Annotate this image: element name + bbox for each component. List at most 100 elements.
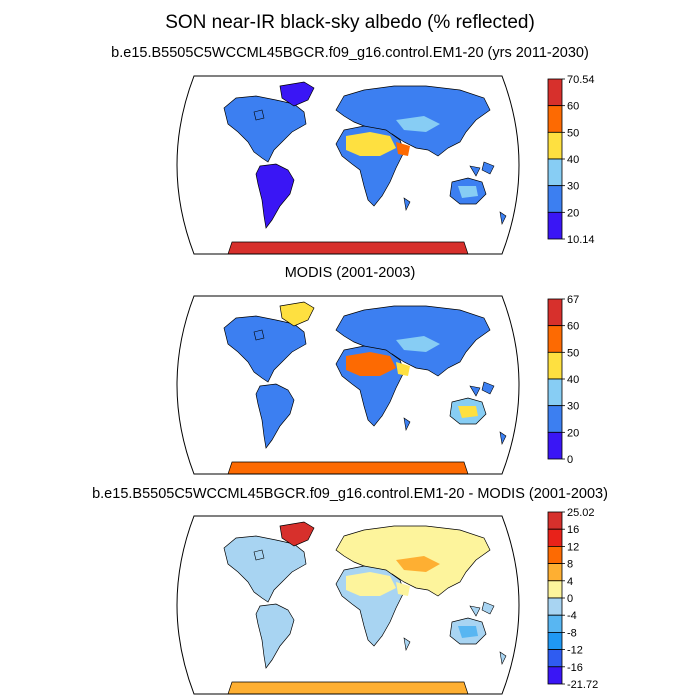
- colorbar-segment: [547, 649, 563, 668]
- island: [403, 637, 411, 651]
- colorbar-segment: [547, 378, 563, 407]
- colorbar-label: 12: [567, 541, 579, 553]
- colorbar-segment: [547, 511, 563, 530]
- landmass-southAmerica: [255, 383, 295, 449]
- colorbar-label: 30: [567, 401, 579, 413]
- region-sahara: [346, 572, 396, 596]
- landmass-greenland: [279, 521, 315, 547]
- island: [469, 385, 481, 397]
- region-australiaCore: [458, 186, 478, 198]
- colorbar-segment: [547, 131, 563, 160]
- colorbar-label: 60: [567, 321, 579, 333]
- colorbar-segment: [547, 298, 563, 327]
- region-australiaCore: [458, 626, 478, 638]
- colorbar-segment: [547, 580, 563, 599]
- landmass-antarctica: [227, 461, 469, 474]
- landmass-antarctica: [227, 681, 469, 694]
- colorbar-label: 10.14: [567, 234, 595, 246]
- colorbar-label: 25.02: [567, 507, 595, 519]
- land-shading: [223, 81, 507, 254]
- region-centralAsia: [396, 116, 440, 132]
- colorbar-label: 20: [567, 427, 579, 439]
- map-outline: [176, 515, 520, 695]
- colorbar-segment: [547, 528, 563, 547]
- colorbar-segment: [547, 597, 563, 616]
- colorbar-label: 40: [567, 154, 579, 166]
- island: [469, 605, 481, 617]
- island: [403, 417, 411, 431]
- panel-1-map: [176, 75, 520, 255]
- colorbar-segment: [547, 105, 563, 133]
- island: [499, 431, 507, 445]
- island: [481, 381, 495, 395]
- region-sahara: [346, 352, 396, 376]
- colorbar-label: 60: [567, 101, 579, 113]
- colorbar-label: 20: [567, 207, 579, 219]
- island: [253, 329, 265, 341]
- panel-1-colorbar: 70.54 60 50 40 30 20 10.14: [547, 74, 595, 246]
- colorbar-label: 4: [567, 576, 573, 588]
- colorbar-label: -8: [567, 627, 577, 639]
- figure-title: SON near-IR black-sky albedo (% reflecte…: [165, 12, 535, 33]
- island: [481, 601, 495, 615]
- colorbar-label: 16: [567, 524, 579, 536]
- colorbar-label: 50: [567, 347, 579, 359]
- island: [253, 109, 265, 121]
- panel-2-colorbar: 67 60 50 40 30 20 0: [547, 294, 579, 466]
- colorbar-segment: [547, 405, 563, 433]
- colorbar-label: 40: [567, 374, 579, 386]
- colorbar-segment: [547, 546, 563, 565]
- region-sahara: [346, 132, 396, 156]
- colorbar-segment: [547, 666, 563, 685]
- panel-1-title: b.e15.B5505C5WCCML45BGCR.f09_g16.control…: [111, 45, 589, 61]
- colorbar-label: 67: [567, 294, 579, 306]
- island: [403, 197, 411, 211]
- land-shading: [223, 301, 507, 474]
- landmass-southAmerica: [255, 603, 295, 669]
- island: [499, 651, 507, 665]
- colorbar-label: 8: [567, 559, 573, 571]
- colorbar-segment: [547, 632, 563, 651]
- colorbar-label: -4: [567, 610, 577, 622]
- colorbar-segment: [547, 185, 563, 213]
- colorbar-segment: [547, 325, 563, 353]
- colorbar-segment: [547, 211, 563, 240]
- map-outline: [176, 295, 520, 475]
- landmass-antarctica: [227, 241, 469, 254]
- panel-3-map: [176, 515, 520, 695]
- region-australiaCore: [458, 406, 478, 418]
- island: [469, 165, 481, 177]
- region-centralAsia: [396, 556, 440, 572]
- colorbar-label: 0: [567, 454, 573, 466]
- colorbar-segment: [547, 351, 563, 380]
- landmass-northAmerica: [223, 315, 307, 383]
- colorbar-label: -12: [567, 645, 583, 657]
- region-arabia: [396, 362, 410, 376]
- colorbar-segment: [547, 431, 563, 460]
- island: [253, 549, 265, 561]
- colorbar-label: -21.72: [567, 679, 598, 691]
- colorbar-label: 30: [567, 181, 579, 193]
- panel-2-title: MODIS (2001-2003): [284, 265, 416, 281]
- island: [481, 161, 495, 175]
- region-centralAsia: [396, 336, 440, 352]
- colorbar-segment: [547, 563, 563, 582]
- region-arabia: [396, 142, 410, 156]
- panel-2-map: [176, 295, 520, 475]
- colorbar-label: 70.54: [567, 74, 595, 86]
- region-arabia: [396, 582, 410, 596]
- landmass-northAmerica: [223, 95, 307, 163]
- colorbar-segment: [547, 158, 563, 187]
- landmass-greenland: [279, 301, 315, 327]
- island: [499, 211, 507, 225]
- land-shading: [223, 521, 507, 694]
- panel-3-title: b.e15.B5505C5WCCML45BGCR.f09_g16.control…: [92, 486, 608, 502]
- map-outline: [176, 75, 520, 255]
- landmass-southAmerica: [255, 163, 295, 229]
- landmass-greenland: [279, 81, 315, 107]
- landmass-northAmerica: [223, 535, 307, 603]
- colorbar-segment: [547, 78, 563, 107]
- colorbar-segment: [547, 614, 563, 633]
- colorbar-label: 0: [567, 593, 573, 605]
- colorbar-label: -16: [567, 662, 583, 674]
